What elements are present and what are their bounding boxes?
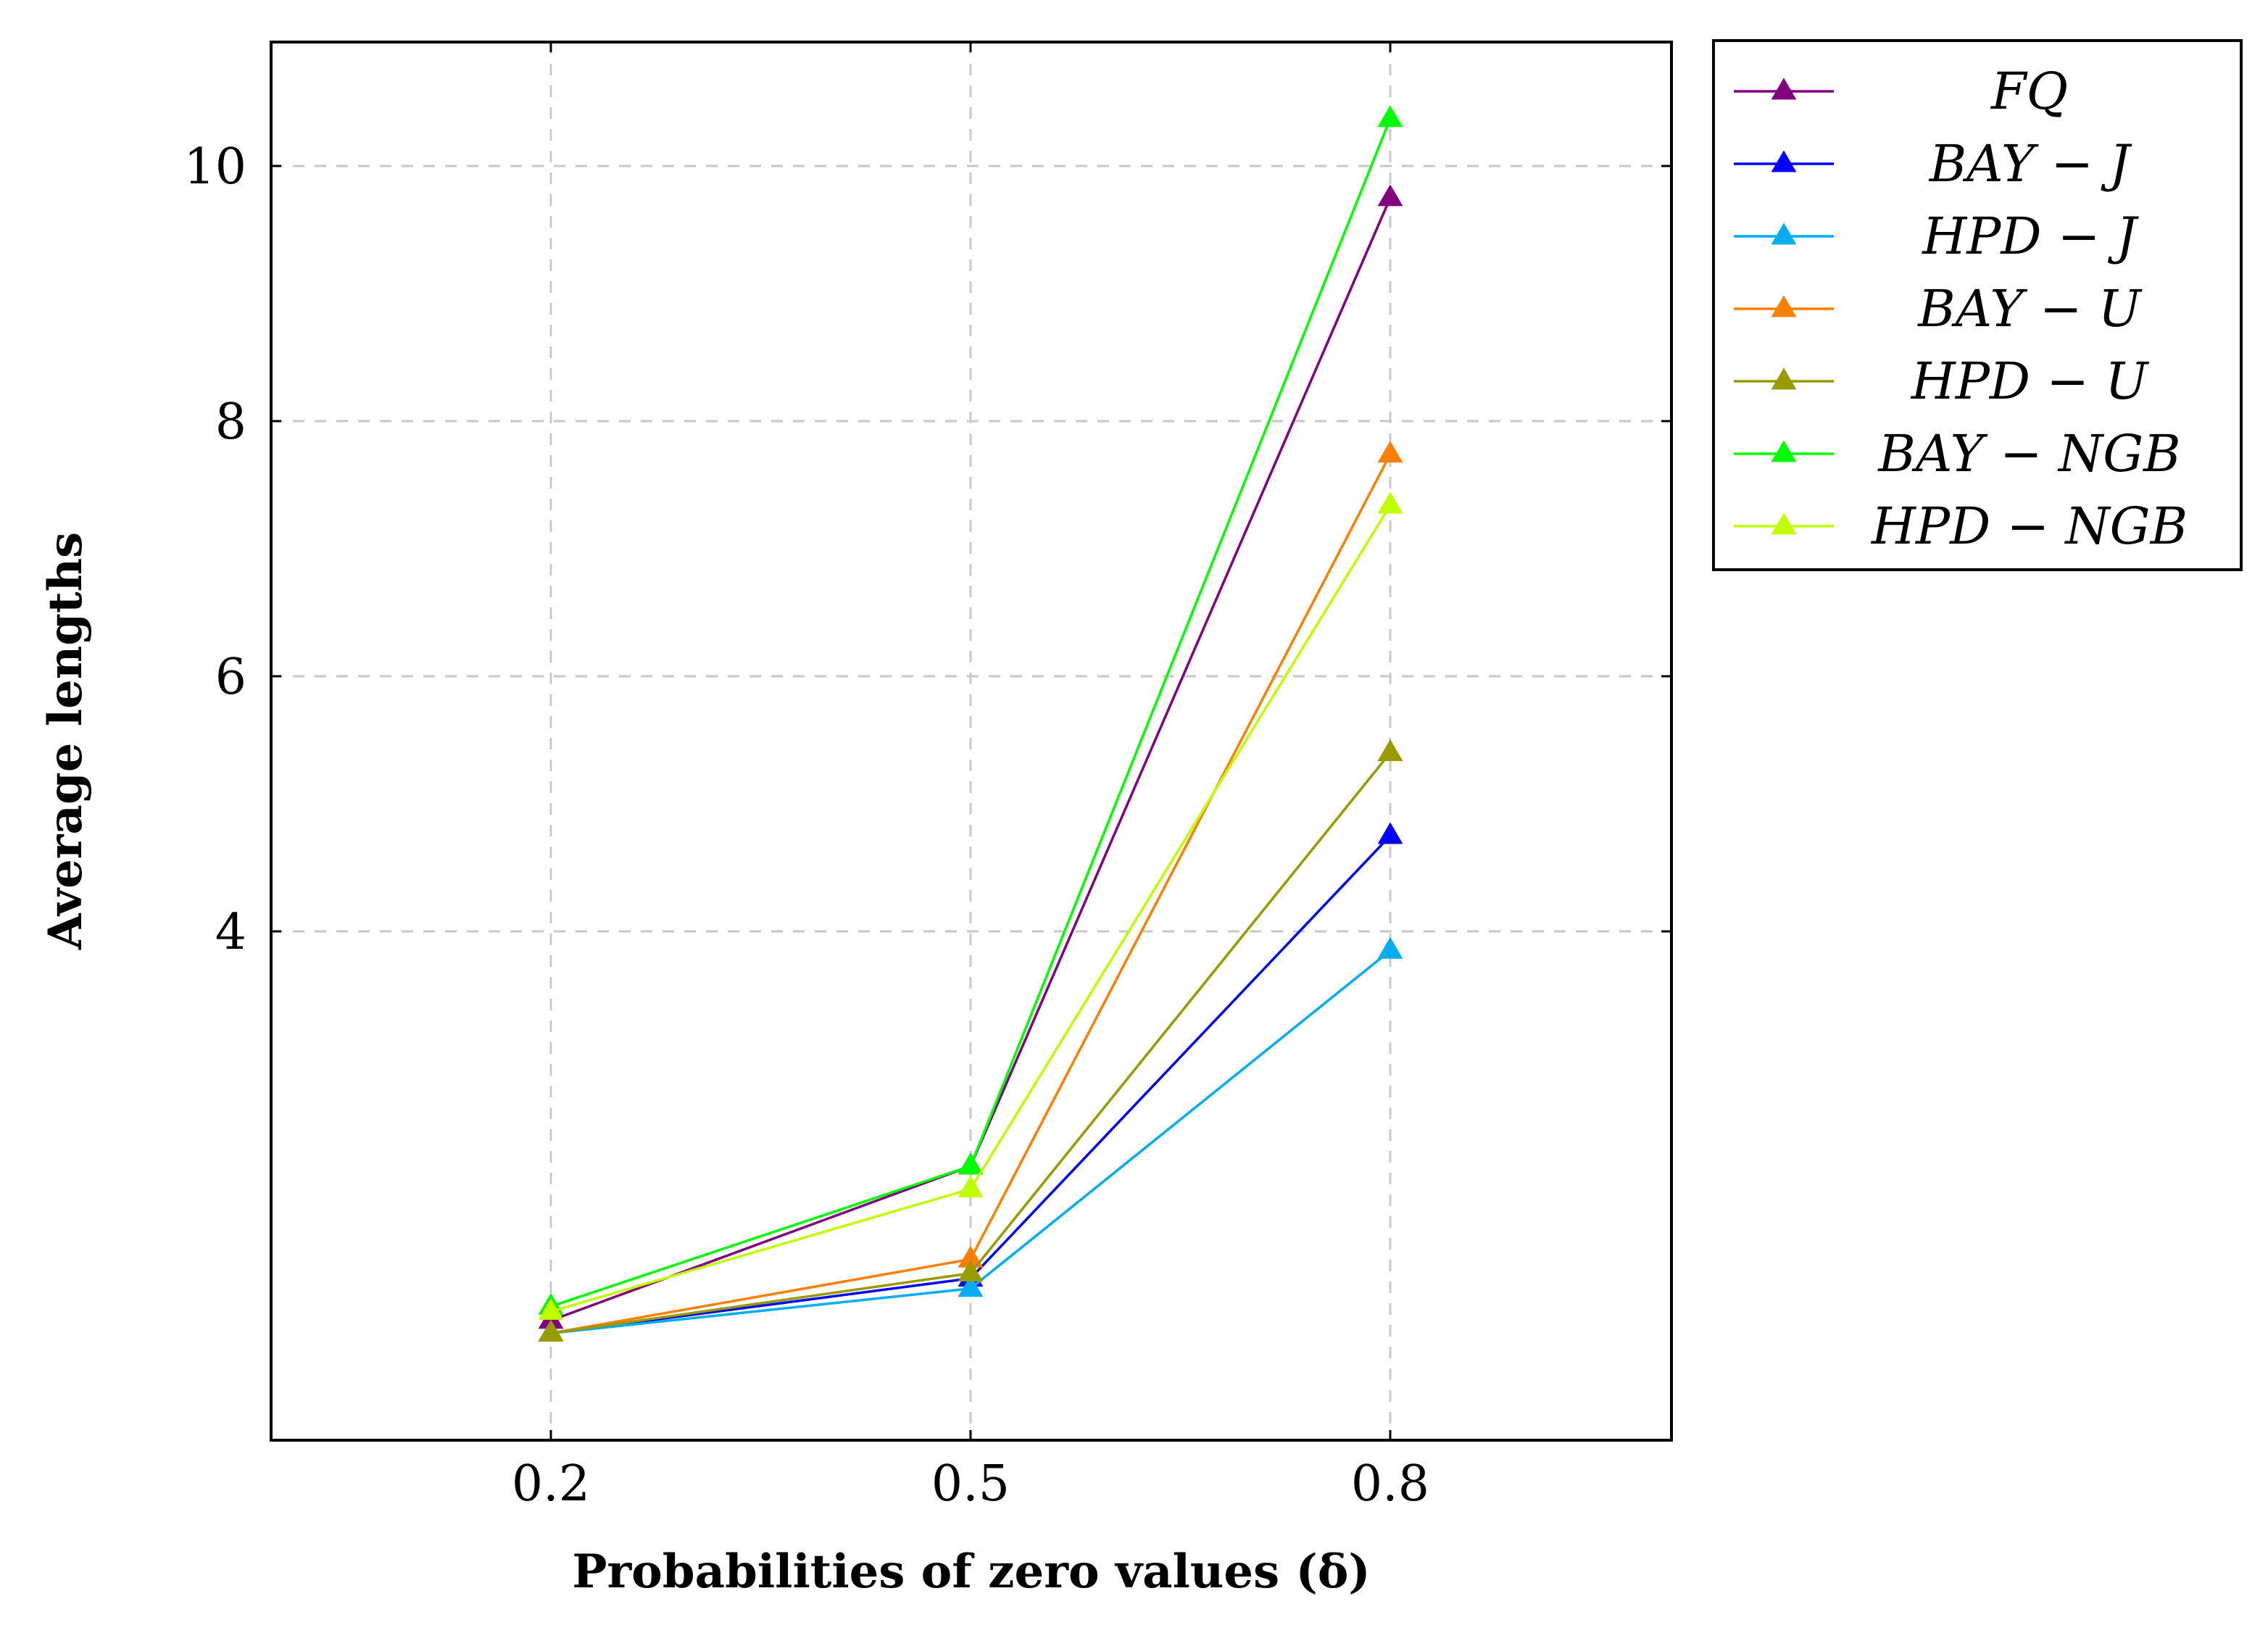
legend-label: BAY − NGB bbox=[1877, 424, 2180, 483]
y-tick-label: 4 bbox=[215, 904, 246, 961]
legend-label: BAY − U bbox=[1916, 279, 2143, 338]
series-HPD-U bbox=[538, 739, 1403, 1342]
x-tick-label: 0.2 bbox=[512, 1455, 590, 1513]
data-point-marker bbox=[1377, 936, 1403, 959]
y-tick-label: 10 bbox=[183, 138, 246, 196]
y-axis-title: Average lengths bbox=[38, 532, 93, 950]
legend-entry: HPD − J bbox=[1734, 207, 2140, 266]
legend-marker bbox=[1771, 367, 1797, 390]
series-HPD-NGB bbox=[538, 491, 1403, 1320]
legend-entry: HPD − U bbox=[1734, 352, 2149, 411]
legend-entry: BAY − NGB bbox=[1734, 424, 2181, 483]
legend-entry: HPD − NGB bbox=[1734, 496, 2188, 556]
legend-entry: FQ bbox=[1734, 62, 2068, 121]
legend-marker bbox=[1771, 150, 1797, 173]
legend-label: BAY − J bbox=[1928, 134, 2133, 194]
data-point-marker bbox=[958, 1152, 984, 1175]
grid-lines bbox=[271, 42, 1671, 1440]
axis-ticks: 0.2 0.5 0.8 4 6 8 10 bbox=[183, 42, 1671, 1513]
data-point-marker bbox=[1377, 184, 1403, 207]
data-point-marker bbox=[1377, 441, 1403, 463]
x-axis-title: Probabilities of zero values (δ) bbox=[572, 1545, 1370, 1599]
data-point-marker bbox=[958, 1245, 984, 1268]
legend-marker bbox=[1771, 512, 1797, 535]
data-point-marker bbox=[1377, 822, 1403, 844]
legend-label: HPD − U bbox=[1910, 352, 2149, 411]
y-tick-label: 8 bbox=[215, 394, 246, 451]
data-point-marker bbox=[1377, 491, 1403, 514]
legend-box bbox=[1712, 39, 2243, 571]
legend-entry: BAY − U bbox=[1734, 279, 2143, 338]
data-point-marker bbox=[538, 1319, 564, 1342]
data-point-marker bbox=[538, 1297, 564, 1320]
x-tick-label: 0.5 bbox=[931, 1455, 1010, 1513]
x-tick-label: 0.8 bbox=[1351, 1455, 1429, 1513]
legend-label: FQ bbox=[1990, 62, 2068, 121]
data-point-marker bbox=[1377, 739, 1403, 761]
legend-marker bbox=[1771, 440, 1797, 462]
data-point-marker bbox=[958, 1275, 984, 1297]
legend-marker bbox=[1771, 295, 1797, 317]
legend-marker bbox=[1771, 78, 1797, 100]
data-point-marker bbox=[958, 1260, 984, 1282]
legend-label: HPD − J bbox=[1921, 207, 2139, 266]
legend-entry: BAY − J bbox=[1734, 134, 2132, 194]
data-point-marker bbox=[1377, 105, 1403, 128]
series-lines bbox=[538, 105, 1403, 1342]
data-point-marker bbox=[958, 1175, 984, 1197]
legend: FQ BAY − J HPD − J BAY − U HPD − U BAY − NGB H… bbox=[1712, 39, 2243, 571]
y-tick-label: 6 bbox=[215, 649, 246, 706]
legend-marker bbox=[1771, 223, 1797, 245]
legend-label: HPD − NGB bbox=[1870, 496, 2188, 556]
